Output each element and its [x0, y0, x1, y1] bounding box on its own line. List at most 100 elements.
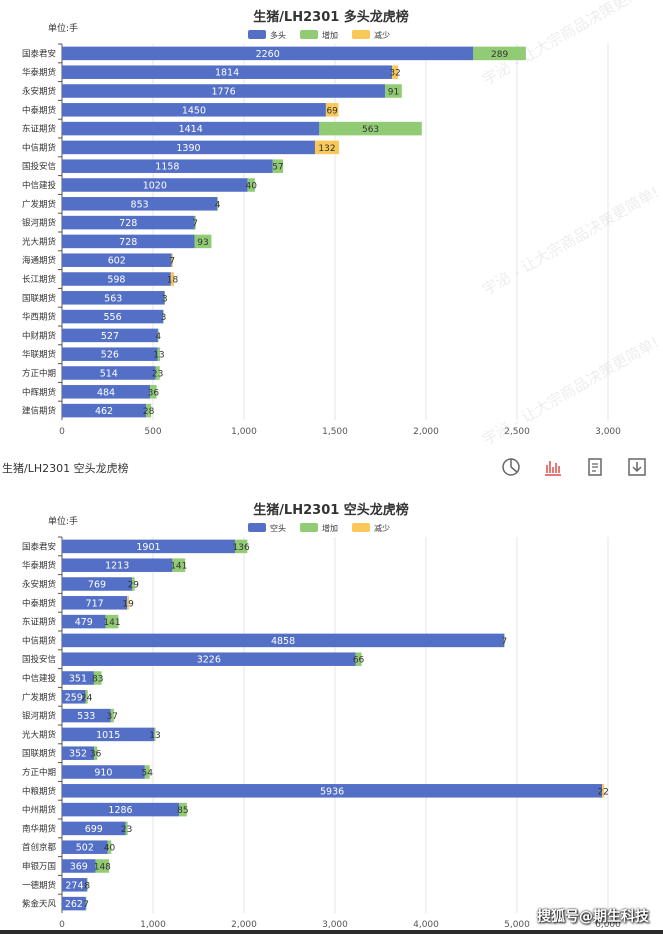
increase-value-label: 23: [121, 825, 132, 835]
increase-value-label: 54: [142, 769, 154, 779]
chart-title: 生猪/LH2301 多头龙虎榜: [253, 9, 409, 25]
y-tick-label: 长江期货: [22, 274, 57, 285]
main-value-label: 1390: [176, 143, 200, 154]
main-bar: [62, 558, 173, 572]
increase-bar: [93, 671, 102, 685]
main-bar: [62, 140, 315, 155]
main-value-label: 274: [65, 880, 83, 891]
increase-bar: [473, 46, 526, 61]
decrease-value-label: 7: [169, 257, 175, 267]
main-bar: [62, 403, 147, 418]
increase-value-label: 37: [106, 712, 117, 722]
chart-title: 生猪/LH2301 空头龙虎榜: [253, 502, 409, 518]
y-tick-label: 永安期货: [22, 86, 57, 97]
increase-bar: [272, 159, 284, 173]
main-value-label: 259: [65, 692, 83, 703]
increase-value-label: 4: [155, 332, 161, 342]
main-bar: [62, 197, 218, 211]
main-value-label: 1213: [105, 561, 129, 572]
y-tick-label: 华联期货: [22, 349, 57, 360]
y-tick-label: 中辉期货: [22, 387, 57, 398]
main-bar: [62, 309, 164, 324]
increase-value-label: 289: [491, 50, 508, 60]
main-bar: [62, 539, 235, 554]
decrease-bar: [314, 140, 340, 155]
increase-bar: [319, 121, 422, 136]
main-value-label: 598: [107, 275, 125, 286]
decrease-bar: [325, 103, 339, 117]
main-value-label: 369: [70, 862, 88, 873]
data-view-icon[interactable]: [584, 456, 606, 478]
y-tick-label: 中泰期货: [22, 105, 57, 116]
decrease-value-label: 22: [597, 787, 608, 797]
increase-value-label: 136: [233, 543, 250, 553]
main-bar: [62, 802, 180, 817]
main-value-label: 1158: [155, 162, 179, 173]
main-value-label: 728: [119, 218, 137, 229]
increase-value-label: 141: [170, 562, 187, 572]
increase-value-label: 40: [104, 844, 116, 854]
main-bar: [62, 215, 195, 230]
main-bar: [62, 671, 94, 685]
main-value-label: 502: [76, 843, 94, 854]
y-tick-label: 东证期货: [22, 124, 57, 135]
y-tick-label: 银河期货: [22, 218, 57, 229]
x-tick-label: 6,000: [595, 920, 621, 930]
main-bar: [62, 859, 96, 873]
increase-value-label: 36: [90, 750, 102, 760]
increase-bar: [157, 347, 161, 361]
decrease-value-label: 69: [326, 106, 338, 116]
y-tick-label: 广发期货: [22, 199, 57, 210]
y-tick-label: 建信期货: [22, 406, 57, 417]
main-value-label: 484: [97, 387, 115, 398]
main-value-label: 1015: [96, 730, 120, 741]
main-bar: [62, 727, 155, 742]
main-value-label: 351: [69, 674, 87, 685]
legend-swatch: [248, 30, 266, 39]
main-bar: [62, 103, 326, 117]
bar-chart-icon[interactable]: [542, 456, 564, 478]
increase-value-label: 3: [162, 294, 168, 304]
decrease-value-label: 32: [389, 69, 400, 79]
main-value-label: 602: [108, 256, 126, 267]
decrease-bar: [171, 253, 173, 267]
pie-chart-icon[interactable]: [500, 456, 522, 478]
main-value-label: 3226: [197, 655, 221, 666]
section-caption: 生猪/LH2301 空头龙虎榜: [2, 462, 129, 475]
main-value-label: 462: [95, 406, 113, 417]
y-tick-label: 国联期货: [22, 293, 57, 304]
main-bar: [62, 385, 151, 399]
download-icon[interactable]: [626, 456, 648, 478]
main-bar: [62, 746, 95, 760]
x-tick-label: 1,500: [322, 427, 348, 437]
increase-value-label: 57: [272, 163, 283, 173]
main-value-label: 527: [101, 331, 119, 342]
main-bar: [62, 291, 165, 305]
main-value-label: 853: [131, 199, 149, 210]
increase-bar: [234, 539, 248, 554]
main-bar: [62, 159, 273, 173]
main-value-label: 556: [104, 312, 122, 323]
main-bar: [62, 633, 505, 648]
y-tick-label: 中信建投: [22, 180, 57, 191]
increase-value-label: 91: [388, 88, 399, 98]
increase-bar: [125, 821, 128, 836]
main-value-label: 728: [119, 237, 137, 248]
y-tick-label: 广发期货: [22, 692, 57, 703]
main-value-label: 5936: [320, 786, 344, 797]
increase-bar: [86, 878, 88, 892]
increase-bar: [94, 746, 98, 760]
y-tick-label: 中信期货: [22, 635, 57, 646]
main-value-label: 479: [75, 617, 93, 628]
y-tick-label: 一德期货: [22, 880, 57, 891]
increase-value-label: 93: [197, 238, 208, 248]
increase-bar: [131, 577, 135, 591]
increase-bar: [110, 708, 114, 723]
increase-bar: [194, 215, 196, 230]
increase-bar: [105, 614, 119, 629]
increase-bar: [85, 690, 88, 704]
main-value-label: 514: [100, 369, 118, 380]
increase-bar: [146, 403, 152, 418]
increase-value-label: 83: [92, 675, 103, 685]
decrease-value-label: 132: [318, 144, 335, 154]
